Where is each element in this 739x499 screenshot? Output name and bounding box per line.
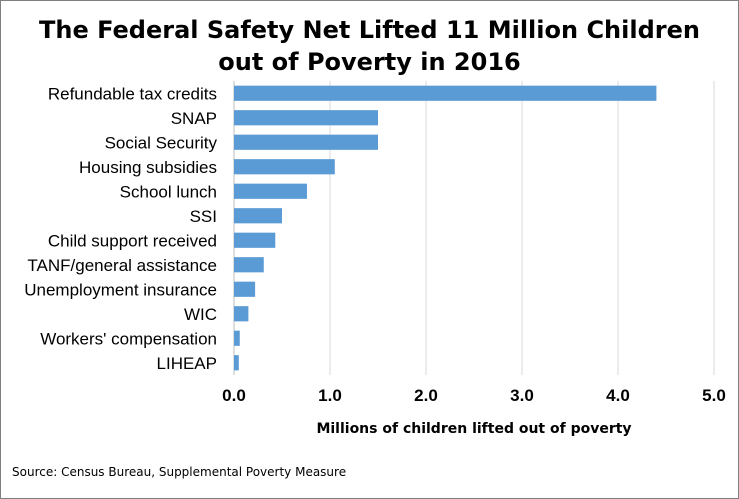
- x-tick-label: 5.0: [702, 386, 726, 405]
- bars: [234, 85, 657, 371]
- x-tick-label: 1.0: [318, 386, 342, 405]
- category-label: Housing subsidies: [79, 158, 217, 177]
- category-label: Refundable tax credits: [48, 84, 217, 103]
- bar: [234, 355, 239, 371]
- x-axis-label: Millions of children lifted out of pover…: [316, 421, 632, 437]
- category-label: SSI: [190, 207, 217, 226]
- x-tick-label: 2.0: [414, 386, 438, 405]
- bar: [234, 208, 282, 224]
- chart-title-line-1: The Federal Safety Net Lifted 11 Million…: [39, 16, 700, 44]
- bar: [234, 110, 378, 126]
- category-label: Social Security: [105, 133, 218, 152]
- x-tick-label: 3.0: [510, 386, 534, 405]
- bar: [234, 257, 264, 273]
- category-label: TANF/general assistance: [27, 256, 217, 275]
- chart-title-line-2: out of Poverty in 2016: [218, 48, 521, 76]
- bar: [234, 134, 378, 150]
- category-label: School lunch: [120, 182, 217, 201]
- chart-title: The Federal Safety Net Lifted 11 Million…: [0, 14, 739, 78]
- category-label: WIC: [184, 305, 217, 324]
- category-label: Child support received: [48, 231, 217, 250]
- category-label: Unemployment insurance: [24, 280, 217, 299]
- category-label: SNAP: [171, 109, 217, 128]
- bar: [234, 232, 276, 248]
- source-note: Source: Census Bureau, Supplemental Pove…: [12, 465, 347, 479]
- x-tick-labels: 0.0 1.0 2.0 3.0 4.0 5.0: [222, 386, 726, 405]
- bar: [234, 183, 307, 199]
- category-labels: Refundable tax credits SNAP Social Securit…: [24, 84, 217, 373]
- bar: [234, 306, 249, 322]
- category-label: LIHEAP: [157, 354, 217, 373]
- bar: [234, 85, 657, 101]
- gridlines: [233, 81, 715, 375]
- bar: [234, 330, 240, 346]
- bar: [234, 159, 335, 175]
- x-tick-label: 4.0: [606, 386, 630, 405]
- x-tick-label: 0.0: [222, 386, 246, 405]
- bar: [234, 281, 256, 297]
- category-label: Workers' compensation: [40, 329, 217, 348]
